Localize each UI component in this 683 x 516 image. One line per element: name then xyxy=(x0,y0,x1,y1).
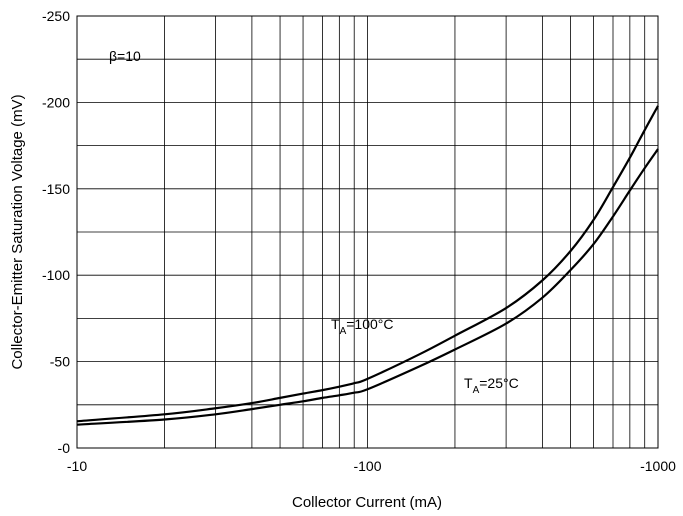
series-line-ta-25c xyxy=(76,148,659,426)
y-tick-label: -0 xyxy=(58,440,71,456)
ta-25c-label: TA=25°C xyxy=(464,375,519,396)
series-line-ta-100c xyxy=(76,105,659,423)
y-tick-label: -150 xyxy=(42,181,70,197)
beta-annotation: β=10 xyxy=(109,48,141,64)
grid-lines xyxy=(76,16,658,448)
ta-100c-label: TA=100°C xyxy=(331,316,393,337)
ta-100c-label-sub: A xyxy=(340,326,347,337)
ta-25c-label-sub: A xyxy=(473,385,480,396)
y-tick-label: -200 xyxy=(42,94,70,110)
series-layer xyxy=(76,105,659,426)
ta-100c-label-rest: =100°C xyxy=(346,316,393,332)
ta-100c-label-t: T xyxy=(331,316,340,332)
y-tick-label: -100 xyxy=(42,267,70,283)
ta-25c-label-t: T xyxy=(464,375,473,391)
tick-labels: -10 -100 -1000 -0 -50 -100 -150 -200 -250 xyxy=(42,8,676,474)
ta-25c-label-rest: =25°C xyxy=(479,375,518,391)
y-axis-title: Collector-Emitter Saturation Voltage (mV… xyxy=(9,94,26,369)
plot-area-border xyxy=(76,15,659,449)
x-tick-label: -1000 xyxy=(640,458,676,474)
y-tick-label: -250 xyxy=(42,8,70,24)
x-axis-title: Collector Current (mA) xyxy=(292,494,442,511)
x-tick-label: -100 xyxy=(353,458,381,474)
x-tick-label: -10 xyxy=(67,458,87,474)
y-tick-label: -50 xyxy=(50,354,70,370)
